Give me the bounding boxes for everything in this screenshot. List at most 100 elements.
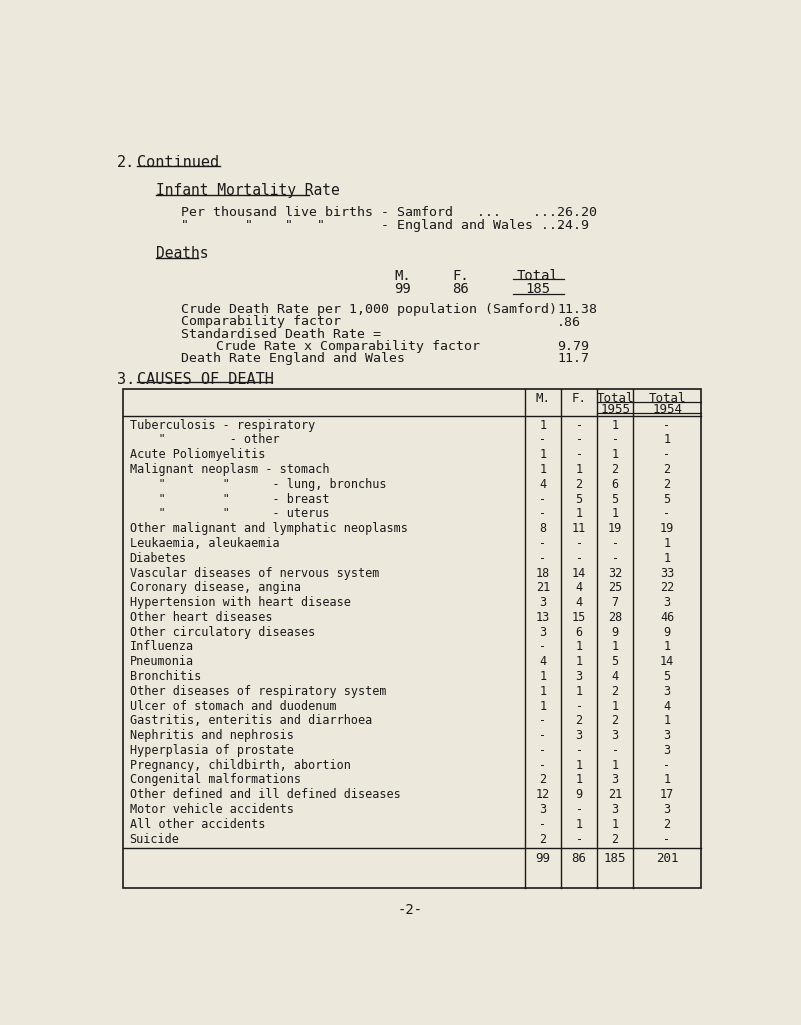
Text: Ulcer of stomach and duodenum: Ulcer of stomach and duodenum <box>130 700 336 712</box>
Text: Crude Rate x Comparability factor: Crude Rate x Comparability factor <box>216 340 481 354</box>
Text: 2: 2 <box>575 714 582 728</box>
Text: Total: Total <box>597 393 634 406</box>
Text: 99: 99 <box>536 852 550 865</box>
Text: 4: 4 <box>575 581 582 594</box>
Text: 28: 28 <box>608 611 622 624</box>
Text: 1: 1 <box>540 700 546 712</box>
Text: M.: M. <box>394 270 411 283</box>
Text: 185: 185 <box>525 283 550 296</box>
Text: -: - <box>575 418 582 432</box>
Text: 26.20: 26.20 <box>557 206 598 219</box>
Text: 3: 3 <box>540 803 546 816</box>
Text: Other diseases of respiratory system: Other diseases of respiratory system <box>130 685 386 698</box>
Text: -: - <box>663 832 670 846</box>
Text: "        "      - breast: " " - breast <box>130 493 329 505</box>
Text: -: - <box>663 448 670 461</box>
Text: Pneumonia: Pneumonia <box>130 655 194 668</box>
Text: CAUSES OF DEATH: CAUSES OF DEATH <box>137 372 274 386</box>
Text: Leukaemia, aleukaemia: Leukaemia, aleukaemia <box>130 537 280 550</box>
Text: Other circulatory diseases: Other circulatory diseases <box>130 625 315 639</box>
Text: -: - <box>540 434 546 447</box>
Text: Comparability factor: Comparability factor <box>181 316 340 328</box>
Text: Nephritis and nephrosis: Nephritis and nephrosis <box>130 729 293 742</box>
Text: -: - <box>663 507 670 521</box>
Text: 11.38: 11.38 <box>557 303 598 316</box>
Text: 2: 2 <box>663 463 670 476</box>
Text: 3: 3 <box>540 597 546 609</box>
Text: -: - <box>575 700 582 712</box>
Text: 86: 86 <box>572 852 586 865</box>
Text: Diabetes: Diabetes <box>130 551 187 565</box>
Text: -: - <box>540 744 546 756</box>
Text: -: - <box>540 729 546 742</box>
Text: 1: 1 <box>575 774 582 786</box>
Text: -: - <box>575 744 582 756</box>
Text: 5: 5 <box>663 493 670 505</box>
Text: "         - other: " - other <box>130 434 280 447</box>
Text: 1: 1 <box>663 714 670 728</box>
Text: 5: 5 <box>575 493 582 505</box>
Text: Pregnancy, childbirth, abortion: Pregnancy, childbirth, abortion <box>130 758 351 772</box>
Text: -: - <box>575 803 582 816</box>
Text: -: - <box>575 551 582 565</box>
Text: 4: 4 <box>611 670 618 683</box>
Text: 1: 1 <box>611 448 618 461</box>
Text: -: - <box>611 744 618 756</box>
Text: 32: 32 <box>608 567 622 579</box>
Text: 15: 15 <box>572 611 586 624</box>
Text: 1: 1 <box>575 641 582 654</box>
Text: 46: 46 <box>660 611 674 624</box>
Text: Other heart diseases: Other heart diseases <box>130 611 272 624</box>
Text: 12: 12 <box>536 788 550 802</box>
Text: Standardised Death Rate =: Standardised Death Rate = <box>181 328 380 341</box>
Text: Bronchitis: Bronchitis <box>130 670 201 683</box>
Text: 14: 14 <box>660 655 674 668</box>
Text: 21: 21 <box>608 788 622 802</box>
Text: 3: 3 <box>663 597 670 609</box>
Text: 4: 4 <box>540 655 546 668</box>
Text: 1: 1 <box>575 507 582 521</box>
Text: Hypertension with heart disease: Hypertension with heart disease <box>130 597 351 609</box>
Text: -: - <box>540 507 546 521</box>
Text: 11.7: 11.7 <box>557 353 590 366</box>
Text: 9: 9 <box>663 625 670 639</box>
Text: 99: 99 <box>394 283 411 296</box>
Text: Malignant neoplasm - stomach: Malignant neoplasm - stomach <box>130 463 329 476</box>
Text: -: - <box>575 832 582 846</box>
Text: -: - <box>575 434 582 447</box>
Text: -2-: -2- <box>397 903 423 917</box>
Text: 1: 1 <box>663 641 670 654</box>
Text: Infant Mortality Rate: Infant Mortality Rate <box>156 183 340 198</box>
Text: 3: 3 <box>663 803 670 816</box>
Text: 7: 7 <box>611 597 618 609</box>
Text: 9.79: 9.79 <box>557 340 590 354</box>
Text: -: - <box>540 818 546 831</box>
Text: 4: 4 <box>540 478 546 491</box>
Text: 1: 1 <box>611 418 618 432</box>
Bar <box>123 388 701 888</box>
Text: 2: 2 <box>540 832 546 846</box>
Text: Motor vehicle accidents: Motor vehicle accidents <box>130 803 293 816</box>
Text: Coronary disease, angina: Coronary disease, angina <box>130 581 300 594</box>
Text: Gastritis, enteritis and diarrhoea: Gastritis, enteritis and diarrhoea <box>130 714 372 728</box>
Text: F.: F. <box>572 393 586 406</box>
Text: Suicide: Suicide <box>130 832 179 846</box>
Text: -: - <box>663 758 670 772</box>
Text: 3: 3 <box>663 744 670 756</box>
Text: 18: 18 <box>536 567 550 579</box>
Text: 3: 3 <box>663 685 670 698</box>
Text: -: - <box>540 537 546 550</box>
Text: 3: 3 <box>575 729 582 742</box>
Text: 5: 5 <box>663 670 670 683</box>
Text: 3: 3 <box>540 625 546 639</box>
Text: 3.: 3. <box>117 372 135 386</box>
Text: 19: 19 <box>608 522 622 535</box>
Text: 1: 1 <box>663 537 670 550</box>
Text: 9: 9 <box>611 625 618 639</box>
Text: 6: 6 <box>611 478 618 491</box>
Text: -: - <box>611 434 618 447</box>
Text: 3: 3 <box>611 774 618 786</box>
Text: 25: 25 <box>608 581 622 594</box>
Text: 201: 201 <box>656 852 678 865</box>
Text: M.: M. <box>536 393 550 406</box>
